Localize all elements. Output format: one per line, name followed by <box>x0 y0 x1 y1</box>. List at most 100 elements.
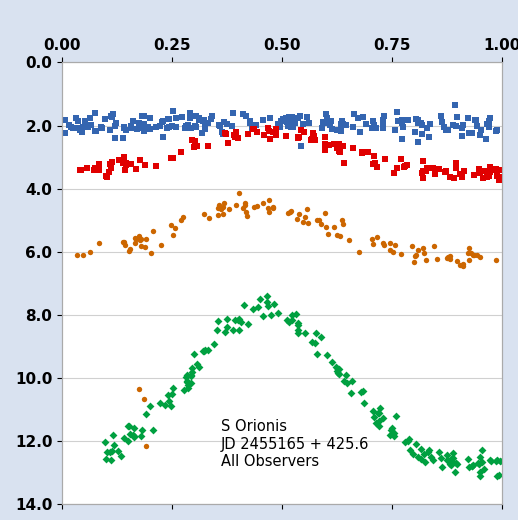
Point <box>156 122 164 131</box>
Point <box>301 213 309 221</box>
Point <box>342 121 350 129</box>
Point <box>477 126 485 135</box>
Point <box>284 209 292 217</box>
Point <box>476 253 484 261</box>
Point <box>228 122 237 130</box>
Point <box>120 153 128 161</box>
Point <box>411 252 419 261</box>
Point <box>231 133 239 141</box>
Point <box>323 351 332 359</box>
Point <box>105 167 113 176</box>
Point <box>486 457 495 465</box>
Point <box>232 132 240 140</box>
Point <box>282 132 290 140</box>
Point <box>486 113 494 122</box>
Point <box>149 227 157 235</box>
Point <box>390 432 398 440</box>
Point <box>183 121 192 129</box>
Point <box>404 437 412 445</box>
Point <box>368 160 377 168</box>
Point <box>349 123 357 132</box>
Point <box>325 141 333 150</box>
Point <box>185 109 194 118</box>
Point <box>379 124 387 132</box>
Point <box>85 248 94 256</box>
Point <box>414 116 422 124</box>
Point <box>103 448 111 457</box>
Point <box>171 123 180 131</box>
Point <box>146 402 154 410</box>
Point <box>155 399 164 408</box>
Point <box>266 113 274 122</box>
Point <box>335 365 343 373</box>
Point <box>141 235 150 243</box>
Point <box>295 111 304 120</box>
Point <box>443 253 451 262</box>
Point <box>92 127 100 136</box>
Point <box>445 459 454 467</box>
Point <box>276 123 284 132</box>
Point <box>169 384 177 393</box>
Point <box>340 159 348 167</box>
Point <box>308 134 316 142</box>
Point <box>437 112 445 120</box>
Point <box>120 238 128 246</box>
Point <box>424 448 432 456</box>
Point <box>288 310 296 319</box>
Point <box>408 242 416 250</box>
Text: S Orionis
JD 2455165 + 425.6
All Observers: S Orionis JD 2455165 + 425.6 All Observe… <box>221 419 369 469</box>
Point <box>386 239 395 247</box>
Point <box>124 437 132 446</box>
Point <box>167 221 176 229</box>
Point <box>216 122 224 131</box>
Point <box>271 125 280 133</box>
Point <box>128 431 137 439</box>
Point <box>379 413 387 422</box>
Point <box>373 409 382 417</box>
Point <box>137 235 145 243</box>
Point <box>169 107 177 115</box>
Point <box>73 124 81 132</box>
Point <box>370 413 378 421</box>
Point <box>303 205 311 214</box>
Point <box>311 136 319 144</box>
Point <box>91 109 99 118</box>
Point <box>299 218 307 227</box>
Point <box>294 114 302 123</box>
Point <box>268 204 277 213</box>
Point <box>286 119 295 127</box>
Point <box>421 458 429 466</box>
Point <box>469 461 478 469</box>
Point <box>274 308 282 317</box>
Point <box>158 118 166 126</box>
Point <box>244 320 252 328</box>
Point <box>439 123 448 132</box>
Point <box>348 377 356 385</box>
Point <box>136 242 145 251</box>
Point <box>438 118 447 126</box>
Point <box>97 123 105 131</box>
Point <box>476 453 484 461</box>
Point <box>483 120 492 128</box>
Point <box>304 219 312 227</box>
Point <box>285 318 294 326</box>
Point <box>330 223 339 231</box>
Point <box>204 346 212 354</box>
Point <box>249 125 257 134</box>
Point <box>252 121 260 129</box>
Point <box>229 109 237 118</box>
Point <box>235 326 243 334</box>
Point <box>246 117 254 125</box>
Point <box>369 240 377 249</box>
Point <box>188 363 196 372</box>
Point <box>291 119 299 127</box>
Point <box>445 173 454 181</box>
Point <box>393 164 401 173</box>
Point <box>214 204 223 212</box>
Point <box>204 119 212 127</box>
Point <box>342 371 350 379</box>
Point <box>442 456 451 464</box>
Point <box>369 116 378 125</box>
Point <box>297 142 305 151</box>
Point <box>442 167 451 175</box>
